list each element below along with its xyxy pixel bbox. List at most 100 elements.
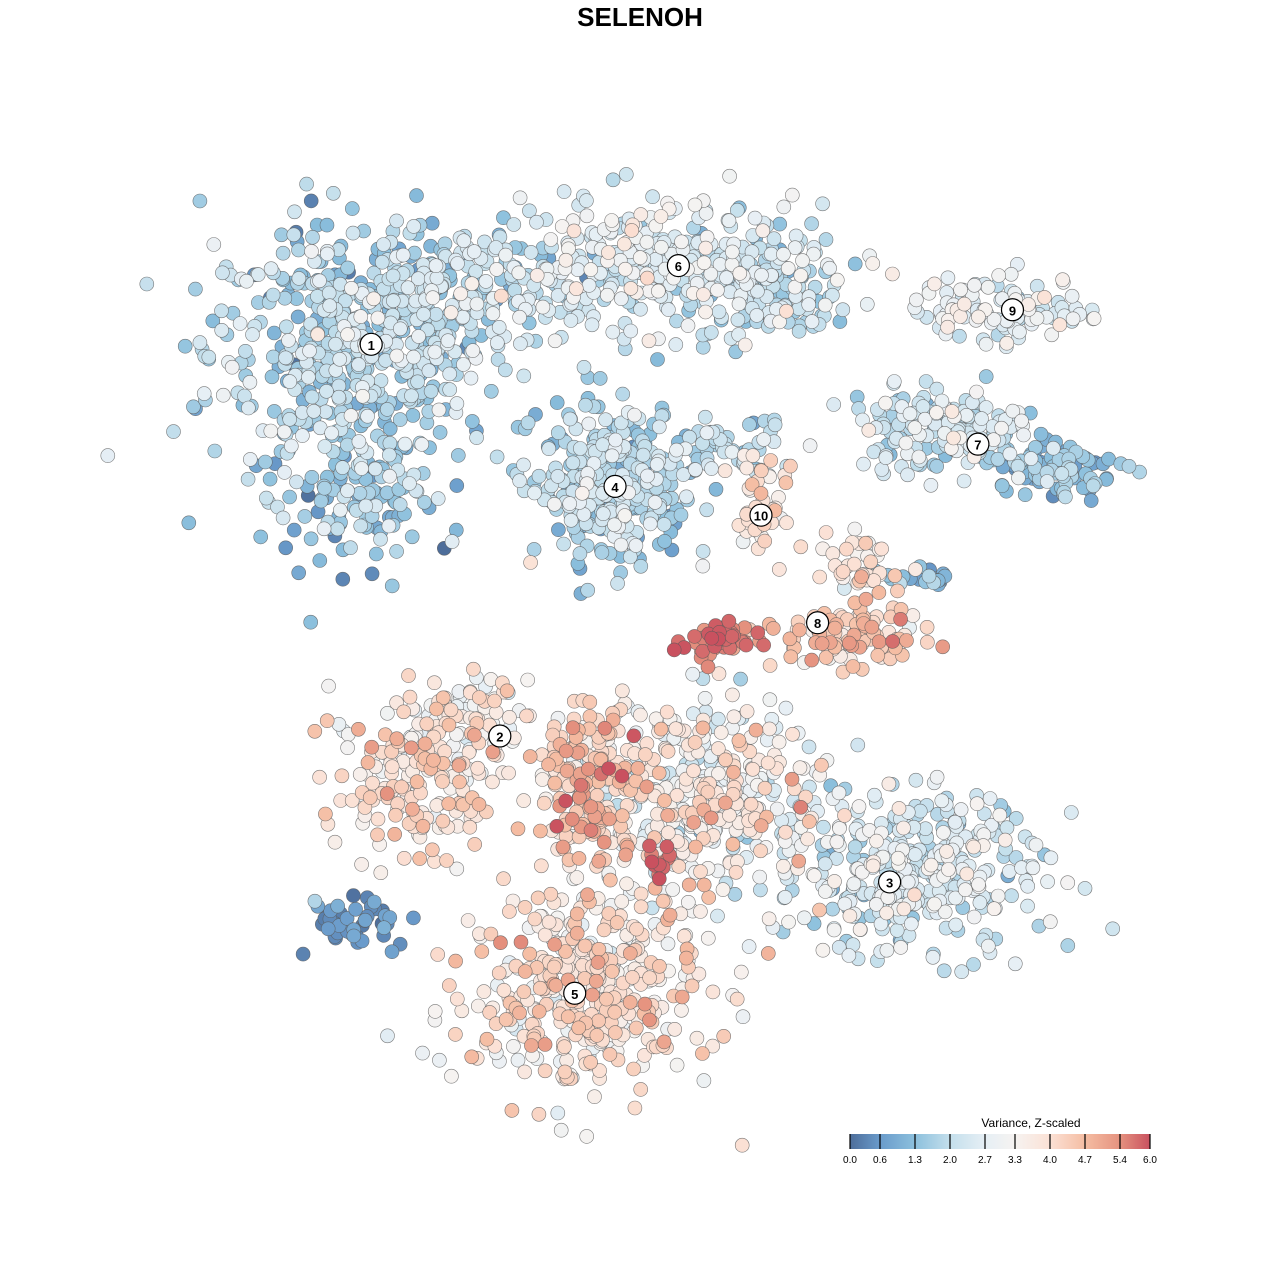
data-point [941,862,956,877]
data-point [590,955,606,970]
data-point [710,711,726,727]
data-point [953,309,968,324]
data-point [688,839,703,855]
data-point [404,388,419,404]
data-point [354,857,369,872]
data-point [737,337,753,353]
data-point [618,847,634,863]
data-point [920,634,935,650]
data-point [696,877,712,893]
data-point [676,928,692,944]
data-point [891,801,907,816]
data-point [616,236,632,252]
data-point [291,242,306,258]
data-point [669,788,685,803]
data-point [653,721,669,737]
data-point [668,721,684,737]
data-point [384,578,400,594]
data-point [186,399,201,415]
data-point [594,545,610,560]
data-point [784,771,800,787]
data-point [351,434,367,449]
data-point [793,268,809,283]
data-point [715,882,731,897]
data-point [340,740,355,756]
data-point [729,202,745,218]
data-point [695,558,711,574]
data-point [753,486,769,501]
data-point [551,522,566,538]
data-point [966,839,982,855]
data-point [263,261,279,277]
data-point [971,877,986,892]
data-point [699,425,715,441]
data-point [467,727,482,743]
data-point [923,477,939,493]
cluster-label-text: 4 [611,480,619,495]
data-point [944,404,960,419]
data-point [460,913,476,928]
data-point [783,458,798,474]
data-point [469,296,485,312]
data-point [319,217,335,233]
data-point [756,432,772,447]
data-point [710,282,725,298]
data-point [980,279,996,295]
data-point [1039,474,1055,489]
data-point [319,383,334,399]
data-point [613,537,629,553]
data-point [956,473,972,489]
data-point [753,818,769,834]
data-point [660,825,676,841]
cluster-label-text: 2 [496,730,503,745]
data-point [549,395,565,410]
data-point [304,389,320,405]
data-point [406,910,421,926]
data-point [319,713,335,729]
data-point [617,508,633,523]
points-layer [100,167,1147,1153]
data-point [444,534,460,549]
data-point [750,625,766,641]
data-point [908,772,924,788]
data-point [731,296,747,312]
data-point [401,668,416,683]
data-point [392,412,408,427]
data-point [568,281,584,297]
data-point [678,950,694,966]
data-point [512,309,527,325]
data-point [531,1107,547,1122]
data-point [935,639,951,655]
data-point [469,430,484,445]
data-point [421,363,437,379]
data-point [956,296,972,312]
data-point [442,366,458,382]
data-point [760,946,776,961]
data-point [560,1009,576,1025]
cluster-label-text: 1 [368,338,375,353]
data-point [939,844,954,859]
data-point [614,808,630,824]
data-point [441,978,457,993]
data-point [283,438,299,454]
data-point [263,423,279,439]
data-point [687,197,703,213]
data-point [792,622,807,638]
legend-title: Variance, Z-scaled [981,1116,1080,1130]
data-point [695,544,711,559]
data-point [1085,478,1101,494]
data-point [385,268,401,284]
data-point [900,467,915,483]
data-point [837,808,852,823]
data-point [392,497,408,512]
data-point [1043,850,1059,866]
data-point [841,635,857,651]
data-point [449,991,465,1007]
data-point [747,210,763,226]
data-point [633,899,649,915]
data-point [601,245,616,260]
cluster-label-text: 6 [675,259,682,274]
data-point [783,649,799,665]
data-point [556,184,572,199]
data-point [695,339,711,355]
